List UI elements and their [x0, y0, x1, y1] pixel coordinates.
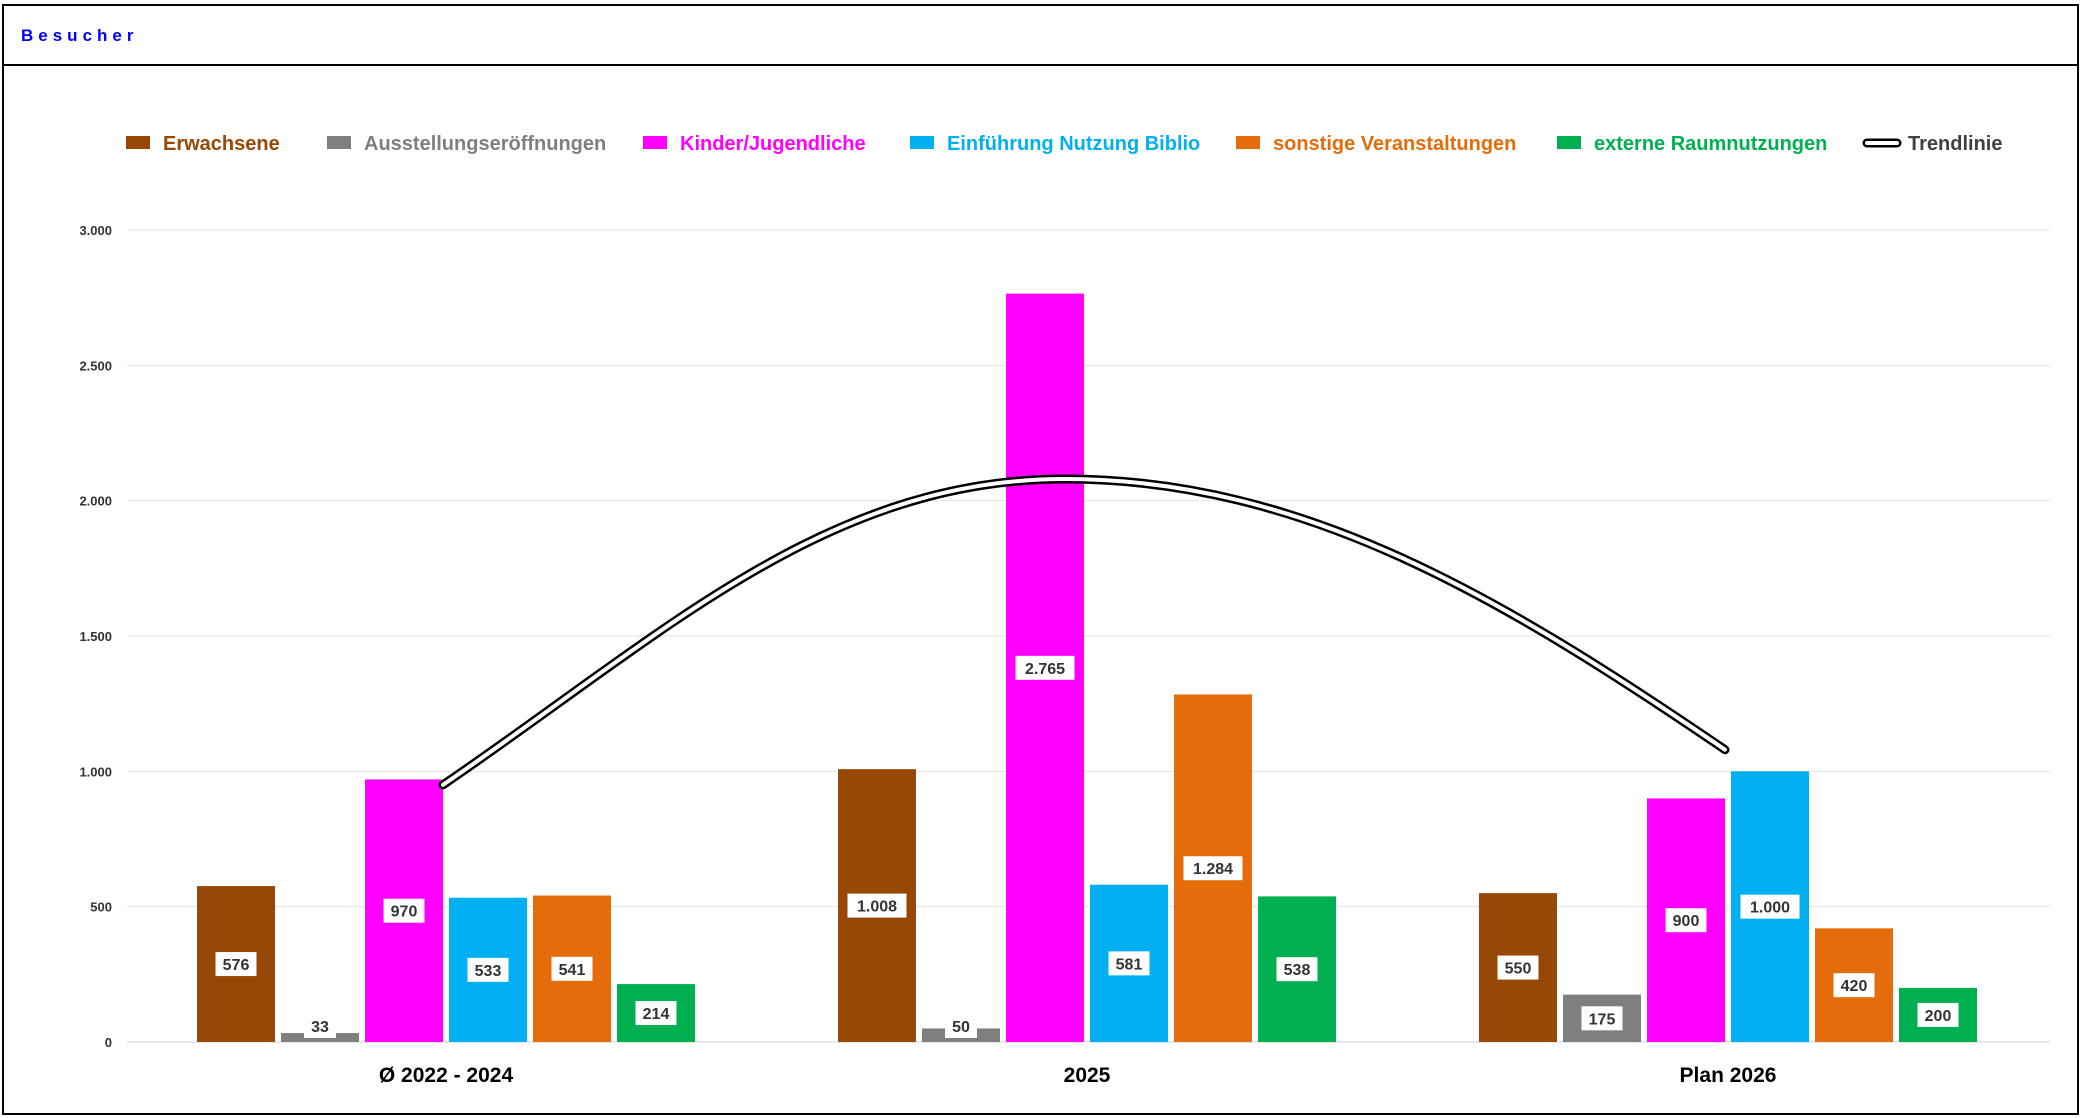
- y-tick-label: 500: [90, 900, 112, 915]
- y-tick-label: 3.000: [79, 223, 112, 238]
- data-label: 1.008: [857, 899, 897, 916]
- legend-swatch: [126, 136, 150, 149]
- legend-label: externe Raumnutzungen: [1594, 133, 1827, 155]
- x-category-label: Plan 2026: [1680, 1064, 1777, 1087]
- data-label: 538: [1284, 962, 1311, 979]
- data-label: 581: [1116, 956, 1143, 973]
- data-label-box: [1581, 1006, 1623, 1031]
- data-label: 420: [1841, 978, 1868, 995]
- data-label-box: [304, 1014, 336, 1038]
- data-label-box: [383, 898, 425, 923]
- data-label: 50: [952, 1019, 970, 1036]
- data-label-box: [1665, 908, 1707, 933]
- legend-label: Kinder/Jugendliche: [680, 133, 866, 155]
- legend-label: Ausstellungseröffnungen: [364, 133, 606, 155]
- legend-label: sonstige Veranstaltungen: [1273, 133, 1516, 155]
- data-label-box: [1833, 973, 1875, 998]
- data-label: 175: [1589, 1011, 1616, 1028]
- y-tick-label: 0: [105, 1035, 112, 1050]
- data-label-box: [1917, 1002, 1959, 1027]
- data-label-box: [551, 956, 593, 981]
- data-label-box: [1015, 655, 1075, 680]
- legend-swatch: [1236, 136, 1260, 149]
- data-label: 214: [643, 1006, 670, 1023]
- data-label-box: [1183, 856, 1243, 881]
- data-label-box: [215, 952, 257, 977]
- legend-label: Erwachsene: [163, 133, 280, 155]
- title-bar: Besucher: [4, 6, 2077, 66]
- trendline-inner: [441, 477, 1727, 787]
- legend-swatch: [327, 136, 351, 149]
- y-tick-label: 1.000: [79, 764, 112, 779]
- data-label: 533: [475, 963, 502, 980]
- data-label-box: [1740, 894, 1800, 919]
- y-tick-label: 2.000: [79, 494, 112, 509]
- chart-window-title: Besucher: [21, 26, 139, 45]
- data-label: 970: [391, 904, 418, 921]
- legend-swatch: [910, 136, 934, 149]
- x-category-label: 2025: [1064, 1064, 1111, 1087]
- y-tick-label: 2.500: [79, 358, 112, 373]
- data-label-box: [847, 893, 907, 918]
- data-label: 1.000: [1750, 900, 1790, 917]
- data-label-box: [1497, 955, 1539, 980]
- data-label: 200: [1925, 1008, 1952, 1025]
- data-label: 900: [1673, 913, 1700, 930]
- x-category-label: Ø 2022 - 2024: [379, 1064, 514, 1087]
- data-label-box: [1108, 951, 1150, 976]
- data-label-box: [467, 957, 509, 982]
- data-label-box: [1276, 957, 1318, 982]
- legend-label: Einführung Nutzung Biblio: [947, 133, 1200, 155]
- data-label-box: [635, 1001, 677, 1026]
- legend-swatch: [643, 136, 667, 149]
- data-label: 541: [559, 962, 586, 979]
- data-label: 550: [1505, 961, 1532, 978]
- data-label: 576: [223, 957, 250, 974]
- data-label: 1.284: [1193, 861, 1233, 878]
- y-tick-label: 1.500: [79, 629, 112, 644]
- data-label: 2.765: [1025, 661, 1065, 678]
- legend-swatch: [1557, 136, 1581, 149]
- legend-label: Trendlinie: [1908, 133, 2002, 155]
- data-label: 33: [311, 1019, 329, 1036]
- data-label-box: [945, 1014, 977, 1038]
